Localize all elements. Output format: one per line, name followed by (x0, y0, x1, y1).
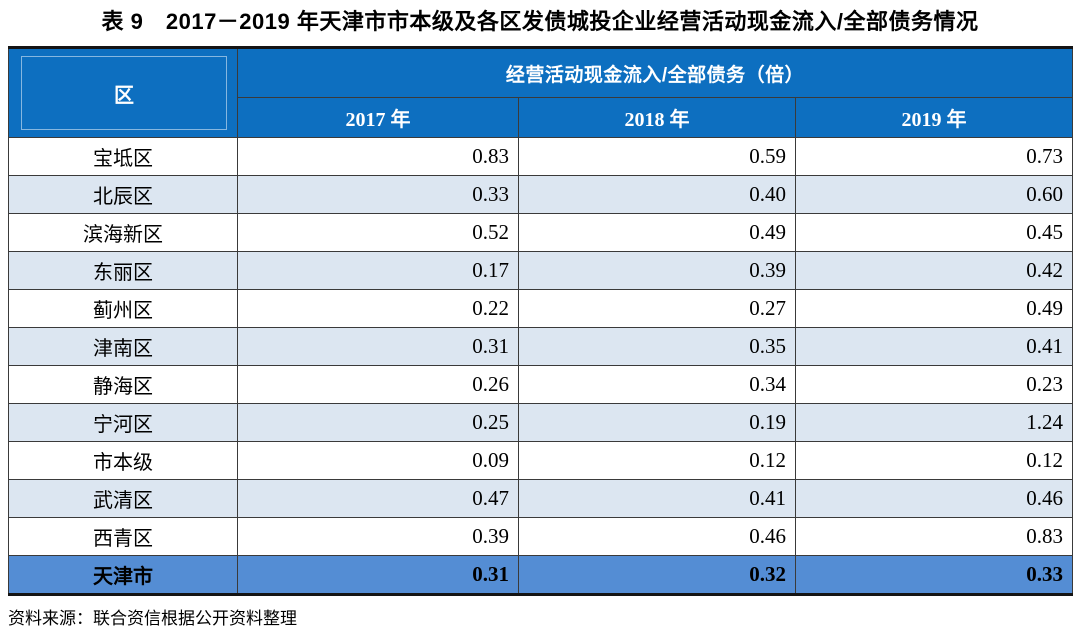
table-body: 宝坻区 0.83 0.59 0.73 北辰区 0.33 0.40 0.60 滨海新区 0.52 0.… (8, 137, 1074, 595)
region-cell: 市本级 (8, 441, 238, 480)
value-cell: 0.60 (794, 175, 1074, 214)
table-row: 宁河区 0.25 0.19 1.24 (8, 403, 1074, 442)
metric-group-header: 经营活动现金流入/全部债务（倍） (236, 46, 1074, 99)
value-cell: 0.25 (237, 403, 519, 442)
region-cell: 北辰区 (8, 175, 238, 214)
value-cell: 0.19 (518, 403, 796, 442)
region-cell: 津南区 (8, 327, 238, 366)
value-cell: 0.27 (518, 289, 796, 328)
value-cell: 1.24 (794, 403, 1074, 442)
year-header-2017: 2017 年 (237, 97, 519, 138)
value-cell: 0.34 (518, 365, 796, 404)
region-cell: 东丽区 (8, 251, 238, 290)
value-cell: 0.46 (518, 517, 796, 556)
value-cell: 0.73 (794, 137, 1074, 176)
value-cell: 0.22 (237, 289, 519, 328)
value-cell: 0.49 (518, 213, 796, 252)
value-cell: 0.83 (794, 517, 1074, 556)
region-cell: 滨海新区 (8, 213, 238, 252)
region-cell: 天津市 (8, 555, 238, 595)
region-cell: 宝坻区 (8, 137, 238, 176)
value-cell: 0.42 (794, 251, 1074, 290)
value-cell: 0.12 (794, 441, 1074, 480)
table-header: 区 经营活动现金流入/全部债务（倍） 2017 年 2018 年 2019 年 (8, 46, 1074, 138)
value-cell: 0.09 (237, 441, 519, 480)
table-row: 西青区 0.39 0.46 0.83 (8, 517, 1074, 556)
region-header-label: 区 (114, 84, 134, 107)
value-cell: 0.39 (237, 517, 519, 556)
value-cell: 0.40 (518, 175, 796, 214)
table-row: 北辰区 0.33 0.40 0.60 (8, 175, 1074, 214)
value-cell: 0.49 (794, 289, 1074, 328)
header-row-group: 区 经营活动现金流入/全部债务（倍） (8, 46, 1074, 138)
value-cell: 0.46 (794, 479, 1074, 518)
source-note: 资料来源：联合资信根据公开资料整理 (8, 609, 297, 628)
region-cell: 西青区 (8, 517, 238, 556)
year-header-2019: 2019 年 (794, 97, 1074, 138)
region-cell: 武清区 (8, 479, 238, 518)
value-cell: 0.12 (518, 441, 796, 480)
table-row: 东丽区 0.17 0.39 0.42 (8, 251, 1074, 290)
value-cell: 0.31 (237, 555, 519, 595)
value-cell: 0.52 (237, 213, 519, 252)
value-cell: 0.41 (794, 327, 1074, 366)
data-table: 区 经营活动现金流入/全部债务（倍） 2017 年 2018 年 2019 年 … (8, 46, 1074, 596)
region-column-header: 区 (8, 47, 238, 138)
header-row-years: 2017 年 2018 年 2019 年 (9, 97, 1074, 138)
value-cell: 0.47 (237, 479, 519, 518)
table-title: 表 9 2017－2019 年天津市市本级及各区发债城投企业经营活动现金流入/全… (101, 9, 979, 34)
value-cell: 0.41 (518, 479, 796, 518)
region-header-box: 区 (21, 56, 227, 130)
value-cell: 0.31 (237, 327, 519, 366)
region-cell: 宁河区 (8, 403, 238, 442)
value-cell: 0.33 (237, 175, 519, 214)
table-row: 滨海新区 0.52 0.49 0.45 (8, 213, 1074, 252)
table-row: 静海区 0.26 0.34 0.23 (8, 365, 1074, 404)
table-row-total: 天津市 0.31 0.32 0.33 (8, 555, 1074, 595)
region-cell: 蓟州区 (8, 289, 238, 328)
value-cell: 0.39 (518, 251, 796, 290)
value-cell: 0.59 (518, 137, 796, 176)
value-cell: 0.26 (237, 365, 519, 404)
table-row: 津南区 0.31 0.35 0.41 (8, 327, 1074, 366)
value-cell: 0.32 (518, 555, 796, 595)
table-row: 宝坻区 0.83 0.59 0.73 (8, 137, 1074, 176)
value-cell: 0.35 (518, 327, 796, 366)
table-row: 武清区 0.47 0.41 0.46 (8, 479, 1074, 518)
table-row: 蓟州区 0.22 0.27 0.49 (8, 289, 1074, 328)
value-cell: 0.45 (794, 213, 1074, 252)
region-cell: 静海区 (8, 365, 238, 404)
value-cell: 0.23 (794, 365, 1074, 404)
value-cell: 0.17 (237, 251, 519, 290)
table-row: 市本级 0.09 0.12 0.12 (8, 441, 1074, 480)
value-cell: 0.33 (794, 555, 1074, 595)
year-header-2018: 2018 年 (518, 97, 796, 138)
value-cell: 0.83 (237, 137, 519, 176)
